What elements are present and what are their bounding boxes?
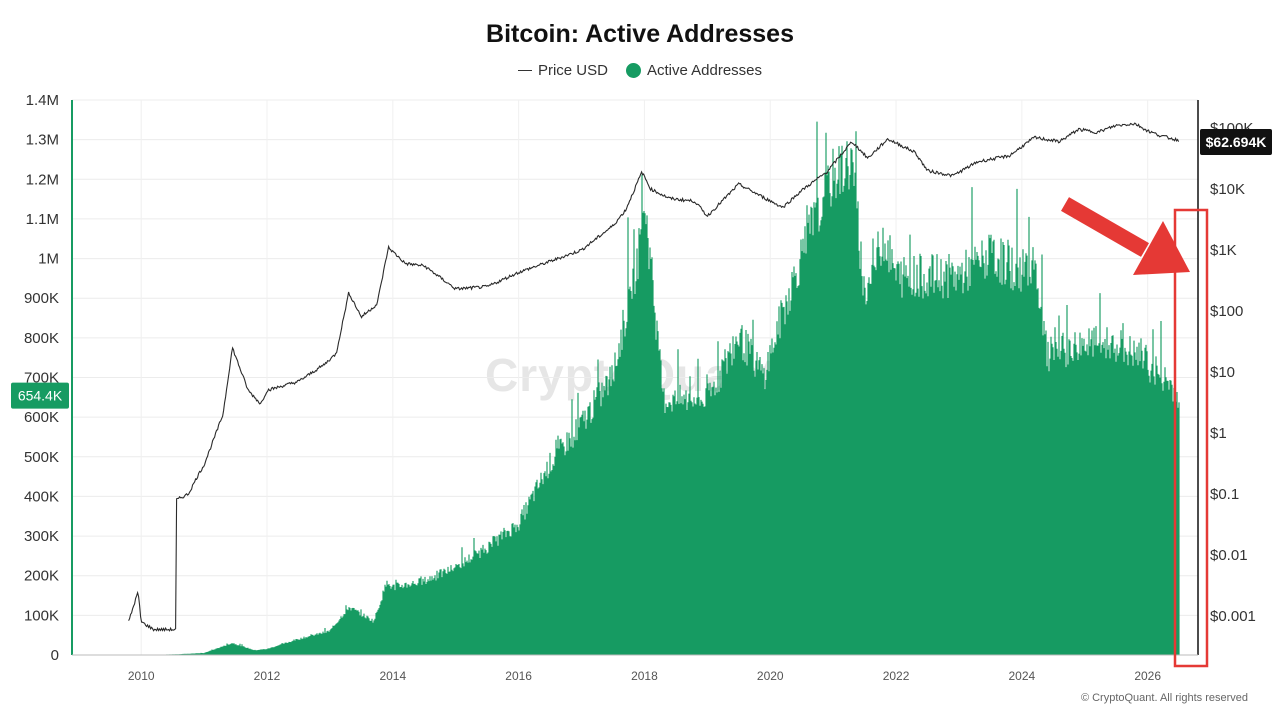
- legend-dot-swatch: [625, 63, 641, 78]
- x-tick-label: 2026: [1134, 669, 1161, 683]
- y-right-tick-label: $0.001: [1210, 608, 1256, 625]
- current-price-label: $62.694K: [1206, 134, 1267, 150]
- y-left-tick-label: 400K: [24, 488, 59, 505]
- x-tick-label: 2014: [379, 669, 406, 683]
- legend-item-price[interactable]: Price USD: [517, 62, 608, 79]
- y-right-tick-label: $10K: [1210, 181, 1245, 198]
- legend-line-swatch: [517, 70, 532, 71]
- y-left-tick-label: 700K: [24, 370, 59, 387]
- y-right-tick-label: $0.01: [1210, 547, 1248, 564]
- x-tick-label: 2012: [254, 669, 281, 683]
- highlight-box: [1173, 208, 1209, 668]
- axes: 0 100K 200K 300K 400K 500K 600K 700K 800K 900K 1M 1…: [11, 92, 1272, 683]
- legend-item-active-addresses[interactable]: Active Addresses: [625, 62, 763, 79]
- legend-label-active-addresses: Active Addresses: [646, 62, 763, 79]
- y-right-tick-label: $1K: [1210, 242, 1237, 259]
- y-left-tick-label: 1.1M: [26, 211, 59, 228]
- y-left-tick-label: 200K: [24, 568, 59, 585]
- current-active-addresses-badge: [11, 382, 69, 409]
- current-price-badge: [1200, 129, 1272, 155]
- y-left-tick-label: 1.4M: [26, 92, 59, 109]
- arrow-head: [1133, 221, 1190, 275]
- y-right-tick-label: $10: [1210, 364, 1235, 381]
- copyright-text: © CryptoQuant. All rights reserved: [1080, 692, 1248, 704]
- active-addresses-area: [93, 121, 1180, 655]
- x-tick-label: 2018: [631, 669, 658, 683]
- y-left-tick-label: 100K: [24, 607, 59, 624]
- annotation-layer: [1061, 197, 1209, 668]
- current-active-addresses-label: 654.4K: [18, 388, 63, 404]
- price-usd-line: [128, 122, 1180, 633]
- x-tick-label: 2010: [128, 669, 155, 683]
- y-left-tick-label: 1.3M: [26, 132, 59, 149]
- y-left-tick-label: 600K: [24, 409, 59, 426]
- y-left-tick-label: 900K: [24, 290, 59, 307]
- y-left-tick-label: 500K: [24, 449, 59, 466]
- active-addresses-bars: [93, 121, 1180, 655]
- chart-title: Bitcoin: Active Addresses: [486, 20, 794, 48]
- y-right-tick-label: $100: [1210, 303, 1243, 320]
- y-left-tick-label: 1.2M: [26, 171, 59, 188]
- y-right-tick-label: $1: [1210, 425, 1227, 442]
- x-tick-label: 2016: [505, 669, 532, 683]
- arrow-shaft: [1061, 197, 1149, 257]
- y-right-tick-label: $0.1: [1210, 486, 1239, 503]
- y-left-tick-label: 0: [51, 647, 59, 664]
- y-left-tick-label: 300K: [24, 528, 59, 545]
- price-line: [128, 122, 1180, 633]
- y-left-tick-label: 800K: [24, 330, 59, 347]
- y-left-tick-label: 1M: [38, 251, 59, 268]
- x-tick-label: 2020: [757, 669, 784, 683]
- x-tick-label: 2022: [883, 669, 910, 683]
- legend-label-price: Price USD: [537, 62, 608, 79]
- chart-legend: Price USD Active Addresses: [0, 62, 1280, 79]
- x-tick-label: 2024: [1009, 669, 1036, 683]
